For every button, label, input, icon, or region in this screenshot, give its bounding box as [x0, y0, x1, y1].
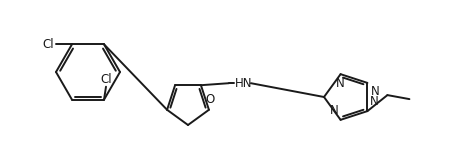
Text: Cl: Cl	[100, 73, 112, 86]
Text: HN: HN	[235, 77, 252, 90]
Text: O: O	[205, 93, 215, 106]
Text: Cl: Cl	[42, 38, 54, 51]
Text: N: N	[370, 85, 379, 98]
Text: N: N	[336, 77, 345, 90]
Text: N: N	[369, 95, 378, 108]
Text: N: N	[330, 104, 338, 117]
